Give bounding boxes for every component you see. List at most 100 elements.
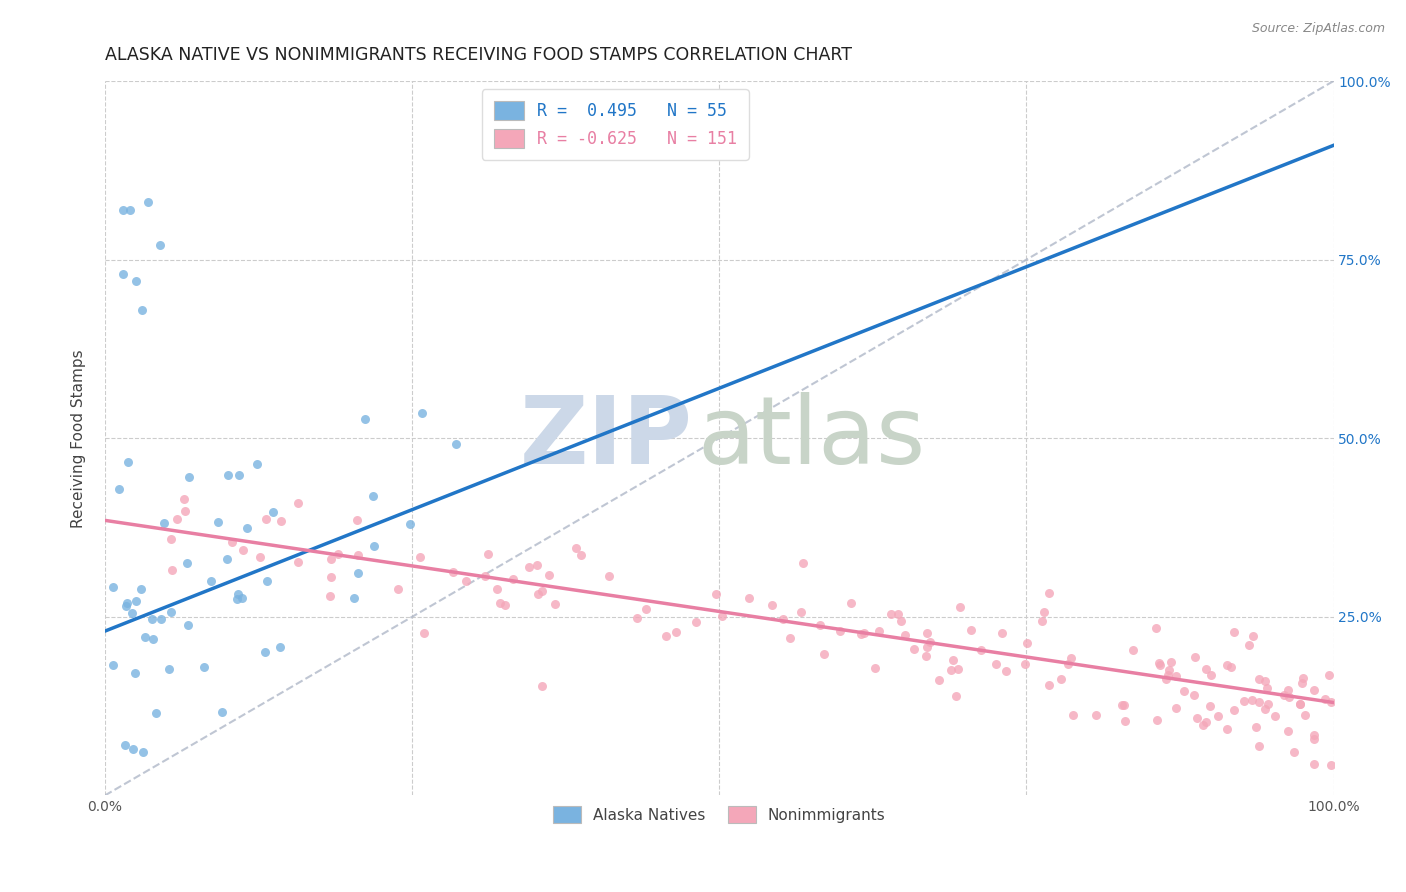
Point: [1157, 663, 1180, 677]
Point: [915, 626, 938, 640]
Point: [1085, 708, 1108, 723]
Point: [969, 643, 991, 657]
Point: [655, 629, 678, 643]
Point: [991, 626, 1014, 640]
Point: [598, 568, 620, 582]
Point: [1031, 615, 1053, 629]
Point: [1147, 656, 1170, 670]
Point: [986, 657, 1008, 671]
Point: [326, 547, 349, 561]
Point: [890, 614, 912, 628]
Point: [1173, 684, 1195, 698]
Point: [231, 591, 253, 606]
Point: [1289, 697, 1312, 711]
Point: [761, 599, 783, 613]
Point: [103, 658, 125, 673]
Point: [711, 608, 734, 623]
Point: [1278, 690, 1301, 705]
Point: [945, 690, 967, 704]
Point: [211, 705, 233, 719]
Text: ZIP: ZIP: [519, 392, 692, 484]
Point: [226, 587, 249, 601]
Point: [153, 516, 176, 530]
Point: [1244, 720, 1267, 734]
Point: [517, 560, 540, 574]
Point: [704, 587, 727, 601]
Point: [792, 556, 814, 570]
Point: [411, 406, 433, 420]
Text: Source: ZipAtlas.com: Source: ZipAtlas.com: [1251, 22, 1385, 36]
Point: [1272, 688, 1295, 702]
Point: [363, 539, 385, 553]
Point: [1220, 659, 1243, 673]
Point: [149, 611, 172, 625]
Point: [131, 302, 153, 317]
Point: [118, 202, 141, 217]
Point: [1149, 658, 1171, 673]
Point: [103, 580, 125, 594]
Point: [232, 543, 254, 558]
Point: [502, 572, 524, 586]
Point: [108, 482, 131, 496]
Point: [287, 555, 309, 569]
Point: [122, 741, 145, 756]
Point: [270, 514, 292, 528]
Point: [537, 568, 560, 582]
Point: [361, 489, 384, 503]
Point: [1222, 703, 1244, 717]
Point: [868, 624, 890, 638]
Point: [1240, 693, 1263, 707]
Point: [413, 625, 436, 640]
Point: [772, 611, 794, 625]
Point: [1237, 638, 1260, 652]
Point: [1216, 657, 1239, 672]
Point: [1233, 694, 1256, 708]
Point: [790, 606, 813, 620]
Point: [1320, 695, 1343, 709]
Point: [1254, 702, 1277, 716]
Point: [1160, 655, 1182, 669]
Point: [738, 591, 761, 605]
Point: [863, 661, 886, 675]
Point: [914, 649, 936, 664]
Point: [1049, 672, 1071, 686]
Point: [1122, 643, 1144, 657]
Point: [347, 549, 370, 563]
Point: [1241, 629, 1264, 643]
Point: [1057, 657, 1080, 671]
Point: [125, 274, 148, 288]
Point: [354, 412, 377, 426]
Point: [485, 582, 508, 596]
Point: [1256, 681, 1278, 696]
Point: [200, 574, 222, 589]
Point: [813, 648, 835, 662]
Point: [246, 457, 269, 471]
Point: [543, 597, 565, 611]
Point: [903, 642, 925, 657]
Point: [215, 552, 238, 566]
Point: [387, 582, 409, 597]
Point: [142, 632, 165, 647]
Point: [1294, 707, 1316, 722]
Point: [665, 624, 688, 639]
Point: [1315, 692, 1337, 706]
Point: [136, 195, 159, 210]
Point: [125, 594, 148, 608]
Point: [254, 512, 277, 526]
Legend: Alaska Natives, Nonimmigrants: Alaska Natives, Nonimmigrants: [543, 795, 896, 834]
Point: [531, 583, 554, 598]
Point: [129, 582, 152, 597]
Point: [1277, 683, 1299, 698]
Point: [166, 512, 188, 526]
Point: [494, 599, 516, 613]
Point: [1257, 698, 1279, 712]
Point: [928, 673, 950, 687]
Point: [849, 627, 872, 641]
Point: [474, 568, 496, 582]
Point: [1320, 757, 1343, 772]
Point: [454, 574, 477, 589]
Point: [446, 437, 468, 451]
Point: [1182, 688, 1205, 702]
Point: [1195, 662, 1218, 676]
Point: [565, 541, 588, 555]
